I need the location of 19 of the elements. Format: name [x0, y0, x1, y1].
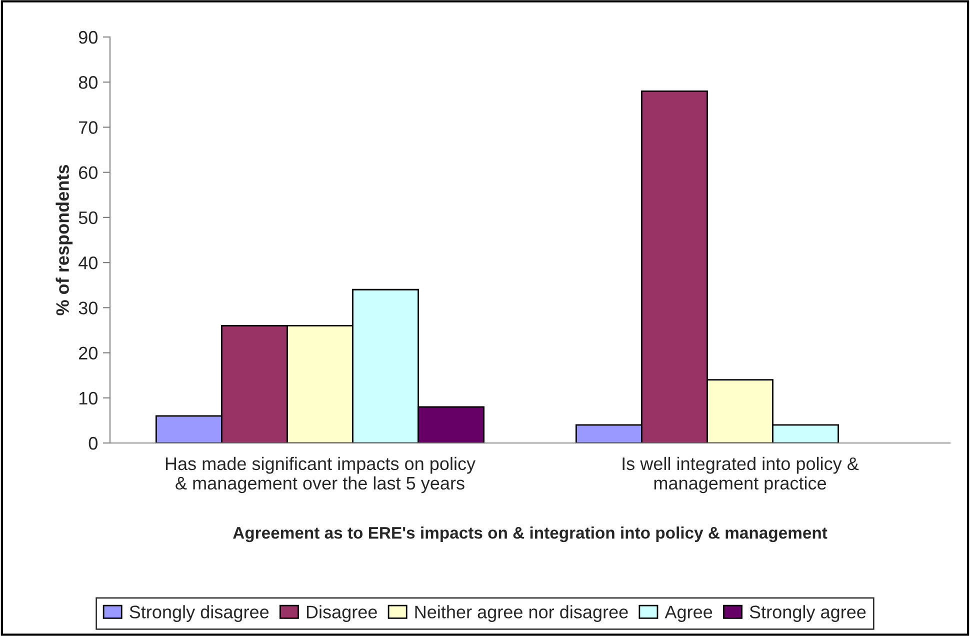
- y-tick-label: 50: [78, 211, 98, 224]
- y-tick-label: 30: [78, 302, 98, 314]
- legend-label: Agree: [664, 606, 712, 622]
- legend-label: Strongly disagree: [130, 605, 269, 622]
- y-tick-label: 90: [78, 30, 98, 44]
- legend-label: Strongly agree: [750, 605, 866, 622]
- y-tick-label: 10: [79, 392, 98, 405]
- x-tick-label: Has made significant impacts on policy & management over the last 5 years: [166, 456, 476, 494]
- y-tick-label: 40: [78, 256, 98, 270]
- x-tick-label: Is well integrated into policy & management practice: [622, 456, 859, 494]
- y-tick-label: 60: [79, 166, 98, 180]
- legend-label: Neither agree nor disagree: [415, 605, 628, 622]
- y-axis-title: % of respondents: [56, 164, 73, 316]
- legend-label: Disagree: [306, 605, 377, 622]
- x-axis-title: Agreement as to ERE's impacts on & integration into policy & management: [233, 526, 828, 542]
- y-tick-label: 20: [79, 346, 98, 360]
- y-tick-label: 0: [88, 436, 98, 450]
- y-tick-label: 80: [78, 76, 98, 89]
- y-tick-label: 70: [79, 121, 98, 134]
